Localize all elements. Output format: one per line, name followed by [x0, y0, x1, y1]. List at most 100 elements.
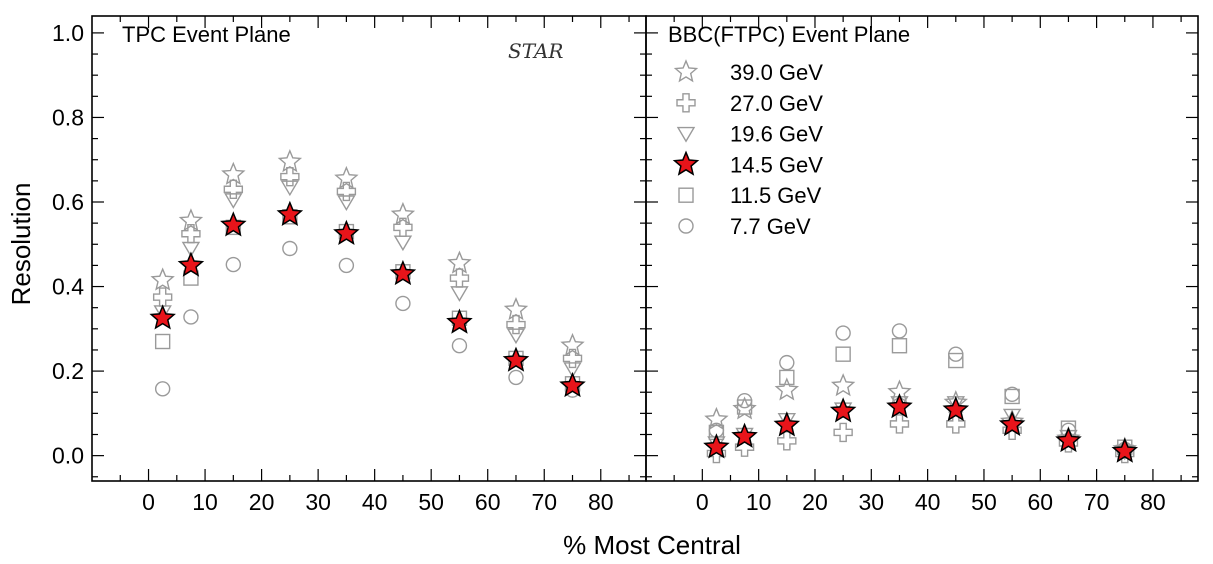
point-star-filled	[1111, 437, 1139, 463]
panel-0-xtick-label: 50	[418, 489, 444, 515]
point-star-filled	[773, 411, 801, 437]
legend-label: 14.5 GeV	[730, 152, 823, 177]
legend-marker-circle-open	[678, 218, 694, 234]
point-star-filled	[177, 251, 205, 277]
legend-marker-triangle-down-open	[676, 126, 696, 143]
panel-0-xtick-label: 0	[142, 489, 155, 515]
point-circle-open	[395, 295, 411, 312]
legend-label: 27.0 GeV	[730, 91, 823, 116]
legend-entry: 19.6 GeV	[676, 122, 823, 147]
point-star-filled	[942, 396, 970, 422]
point-triangle-down-open	[224, 193, 243, 209]
panel-0-xtick-label: 10	[192, 489, 218, 515]
point-star-filled	[886, 393, 913, 419]
point-triangle-down-open	[1002, 408, 1022, 425]
point-star-open	[830, 373, 856, 397]
legend-label: 39.0 GeV	[730, 60, 823, 85]
legend-marker-star-open	[673, 59, 699, 83]
point-star-open	[150, 267, 175, 291]
point-star-filled	[389, 259, 417, 286]
point-circle-open	[183, 309, 199, 325]
point-star-open	[334, 165, 359, 190]
point-circle-open	[835, 325, 851, 341]
panel-title-tpc: TPC Event Plane	[122, 22, 291, 47]
point-star-open	[503, 296, 529, 321]
point-star-open	[774, 377, 800, 401]
point-star-open	[390, 201, 416, 226]
point-square-open	[736, 399, 753, 415]
panel-1-xtick-label: 10	[746, 489, 772, 515]
point-star-filled	[1055, 426, 1082, 453]
point-star-filled	[149, 304, 176, 330]
point-square-open	[154, 333, 171, 350]
point-cross-open	[889, 414, 910, 434]
point-cross-open	[946, 414, 966, 434]
point-circle-open	[891, 323, 908, 339]
legend-entry: 14.5 GeV	[672, 150, 823, 177]
point-star-filled	[829, 397, 857, 423]
legend-marker-square-open	[678, 187, 694, 203]
point-triangle-down-open	[280, 180, 300, 197]
point-triangle-down-open	[337, 195, 356, 211]
point-circle-open	[225, 256, 242, 273]
point-triangle-down-open	[450, 286, 469, 302]
legend: 39.0 GeV 27.0 GeV 19.6 GeV 14.5 GeV 11.5 GeV…	[672, 59, 823, 239]
point-circle-open	[508, 369, 524, 386]
point-star-filled	[220, 211, 247, 237]
point-star-filled	[731, 422, 758, 448]
point-circle-open	[282, 240, 298, 257]
point-cross-open	[152, 287, 173, 307]
point-circle-open	[736, 392, 753, 409]
point-cross-open	[833, 422, 853, 443]
point-triangle-down-open	[393, 235, 413, 252]
legend-label: 19.6 GeV	[730, 122, 823, 147]
point-star-filled	[559, 371, 586, 398]
ytick-label: 1.0	[52, 20, 84, 46]
legend-entry: 7.7 GeV	[678, 214, 811, 239]
panel-1-xtick-label: 60	[1027, 489, 1053, 515]
panel-0-xtick-label: 40	[362, 489, 388, 515]
point-star-open	[178, 208, 204, 232]
point-star-filled	[446, 308, 473, 334]
point-star-filled	[502, 346, 530, 372]
panel-0-frame	[91, 15, 647, 482]
y-axis-title: Resolution	[6, 183, 36, 306]
panel-0-xtick-label: 70	[531, 489, 557, 515]
panel-1-xtick-label: 40	[915, 489, 941, 515]
panel-1-xtick-label: 70	[1084, 489, 1110, 515]
legend-entry: 27.0 GeV	[676, 91, 823, 116]
panel-1-xtick-label: 50	[971, 489, 997, 515]
panel-1-frame	[645, 15, 1199, 482]
point-square-open	[835, 346, 851, 362]
panel-0-xtick-label: 80	[588, 489, 614, 515]
ytick-label: 0.6	[52, 189, 84, 215]
point-circle-open	[338, 257, 355, 274]
marks-layer	[149, 149, 1139, 464]
point-cross-open	[506, 314, 526, 335]
point-star-open	[447, 250, 472, 274]
point-star-open	[704, 406, 729, 431]
point-square-open	[948, 352, 964, 369]
panel-1-xtick-label: 20	[802, 489, 828, 515]
point-circle-open	[948, 346, 964, 362]
panel-0-xtick-label: 30	[305, 489, 331, 515]
point-circle-open	[154, 381, 171, 397]
legend-label: 11.5 GeV	[730, 183, 822, 208]
point-star-filled	[998, 410, 1026, 437]
panel-1-xtick-label: 80	[1140, 489, 1166, 515]
point-circle-open	[1004, 386, 1020, 403]
point-triangle-down-open	[181, 241, 201, 258]
panel-0-xtick-label: 60	[475, 489, 501, 515]
ytick-label: 0.8	[52, 104, 84, 130]
point-star-filled	[703, 433, 730, 459]
point-square-open	[891, 338, 908, 354]
point-cross-open	[336, 181, 357, 202]
ytick-label: 0.2	[52, 358, 84, 384]
legend-entry: 39.0 GeV	[673, 59, 823, 85]
point-star-open	[221, 161, 246, 185]
legend-marker-cross-open	[676, 93, 696, 113]
point-star-filled	[276, 200, 304, 226]
legend-entry: 11.5 GeV	[678, 183, 822, 208]
legend-label: 7.7 GeV	[730, 214, 811, 239]
